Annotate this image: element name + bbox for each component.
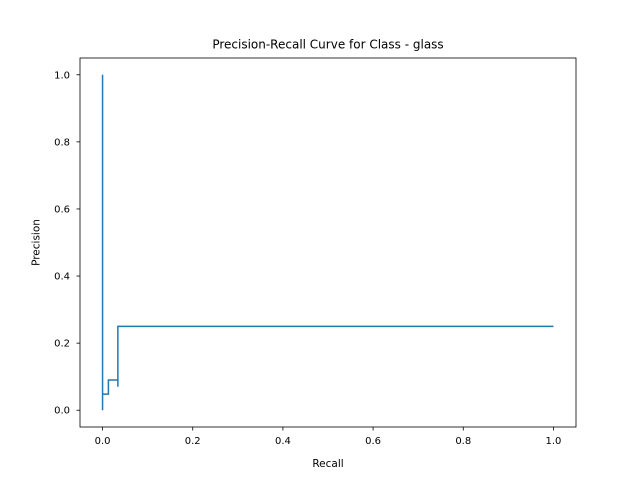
x-tick-label: 1.0 <box>546 436 562 447</box>
x-tick-label: 0.4 <box>275 436 291 447</box>
y-axis: 0.0 0.2 0.4 0.6 0.8 1.0 <box>54 70 80 417</box>
axes-frame <box>79 57 577 428</box>
x-axis: 0.0 0.2 0.4 0.6 0.8 1.0 <box>95 427 562 447</box>
y-tick-label: 1.0 <box>54 70 70 81</box>
x-tick-label: 0.8 <box>455 436 471 447</box>
y-axis-label: Precision <box>31 219 43 266</box>
y-tick-label: 0.4 <box>54 272 70 283</box>
x-tick-label: 0.0 <box>95 436 111 447</box>
x-tick-label: 0.6 <box>365 436 381 447</box>
y-tick-label: 0.8 <box>54 137 70 148</box>
x-axis-label: Recall <box>312 458 343 470</box>
pr-curve-line-0 <box>101 74 554 411</box>
x-tick-label: 0.2 <box>185 436 201 447</box>
plot-area <box>101 74 554 411</box>
y-tick-label: 0.6 <box>54 204 70 215</box>
y-tick-label: 0.0 <box>54 406 70 417</box>
chart-title: Precision-Recall Curve for Class - glass <box>212 38 443 52</box>
y-tick-label: 0.2 <box>54 339 70 350</box>
